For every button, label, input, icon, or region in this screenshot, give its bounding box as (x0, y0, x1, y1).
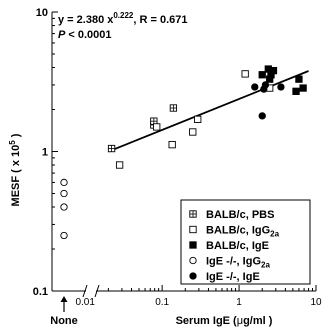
data-point (60, 189, 68, 198)
data-point (258, 71, 266, 79)
none-arrow-head (60, 296, 68, 302)
data-point (169, 104, 178, 112)
data-point (299, 84, 307, 92)
y-axis-label: MESF ( x 105 ) (8, 133, 22, 206)
fit-line-group (108, 70, 309, 153)
y-tick-label: 10 (36, 7, 48, 19)
legend-label: BALB/c, IgG2a (206, 225, 280, 239)
legend-box (180, 199, 311, 285)
legend-label: BALB/c, IgE (206, 240, 269, 252)
legend-label-main: IgE -/-, IgE (206, 271, 260, 283)
legend-label-main: BALB/c, IgG (206, 225, 270, 237)
fit-line (108, 70, 309, 153)
data-point (194, 115, 202, 124)
legend-label: IgE -/-, IgE (206, 271, 260, 283)
tick-labels: 0.1 1 10 0.01 0.1 1 10 (33, 7, 322, 308)
data-point (189, 128, 197, 136)
legend-marker (189, 256, 197, 265)
data-point (261, 81, 270, 89)
legend-label-subscript: 2a (261, 261, 270, 270)
p-value-text: P < 0.0001 (58, 29, 112, 41)
x-axis-label: Serum IgE (μg/ml ) (176, 315, 273, 327)
axis-break-mark (94, 284, 100, 298)
legend-label-subscript: 2a (270, 230, 279, 239)
data-points (60, 65, 307, 240)
legend-marker (189, 225, 197, 234)
y-tick-label: 0.1 (33, 286, 48, 298)
y-tick-label: 1 (42, 147, 48, 159)
data-point (115, 161, 124, 169)
equation-text: y = 2.380 x0.222, R = 0.671 (58, 11, 188, 26)
x-tick-label: 10 (310, 297, 322, 308)
none-label: None (50, 315, 78, 327)
data-point (251, 83, 259, 91)
axes (51, 11, 317, 298)
x-tick-label: 0.01 (75, 297, 95, 308)
data-point (258, 112, 266, 120)
legend-label-main: BALB/c, IgE (206, 240, 269, 252)
legend-marker (189, 241, 197, 249)
x-tick-label: 0.1 (155, 297, 169, 308)
legend-label: IgE -/-, IgG2a (206, 256, 270, 270)
x-tick-label: 1 (236, 297, 242, 308)
data-point (60, 231, 68, 240)
data-point (60, 203, 68, 211)
legend-marker (189, 210, 197, 218)
data-point (107, 144, 116, 153)
data-point (292, 87, 300, 95)
data-point (60, 178, 68, 187)
data-point (168, 140, 176, 149)
data-point (241, 70, 249, 78)
data-point (295, 75, 303, 83)
none-marker: None (50, 296, 78, 327)
legend-label: BALB/c, PBS (206, 209, 274, 221)
legend-label-main: IgE -/-, IgG (206, 256, 261, 268)
data-point (269, 66, 278, 75)
data-point (277, 83, 285, 91)
data-point (153, 123, 161, 131)
legend-marker (189, 272, 197, 280)
axis-break-mark (82, 284, 88, 298)
legend-label-main: BALB/c, PBS (206, 209, 274, 221)
